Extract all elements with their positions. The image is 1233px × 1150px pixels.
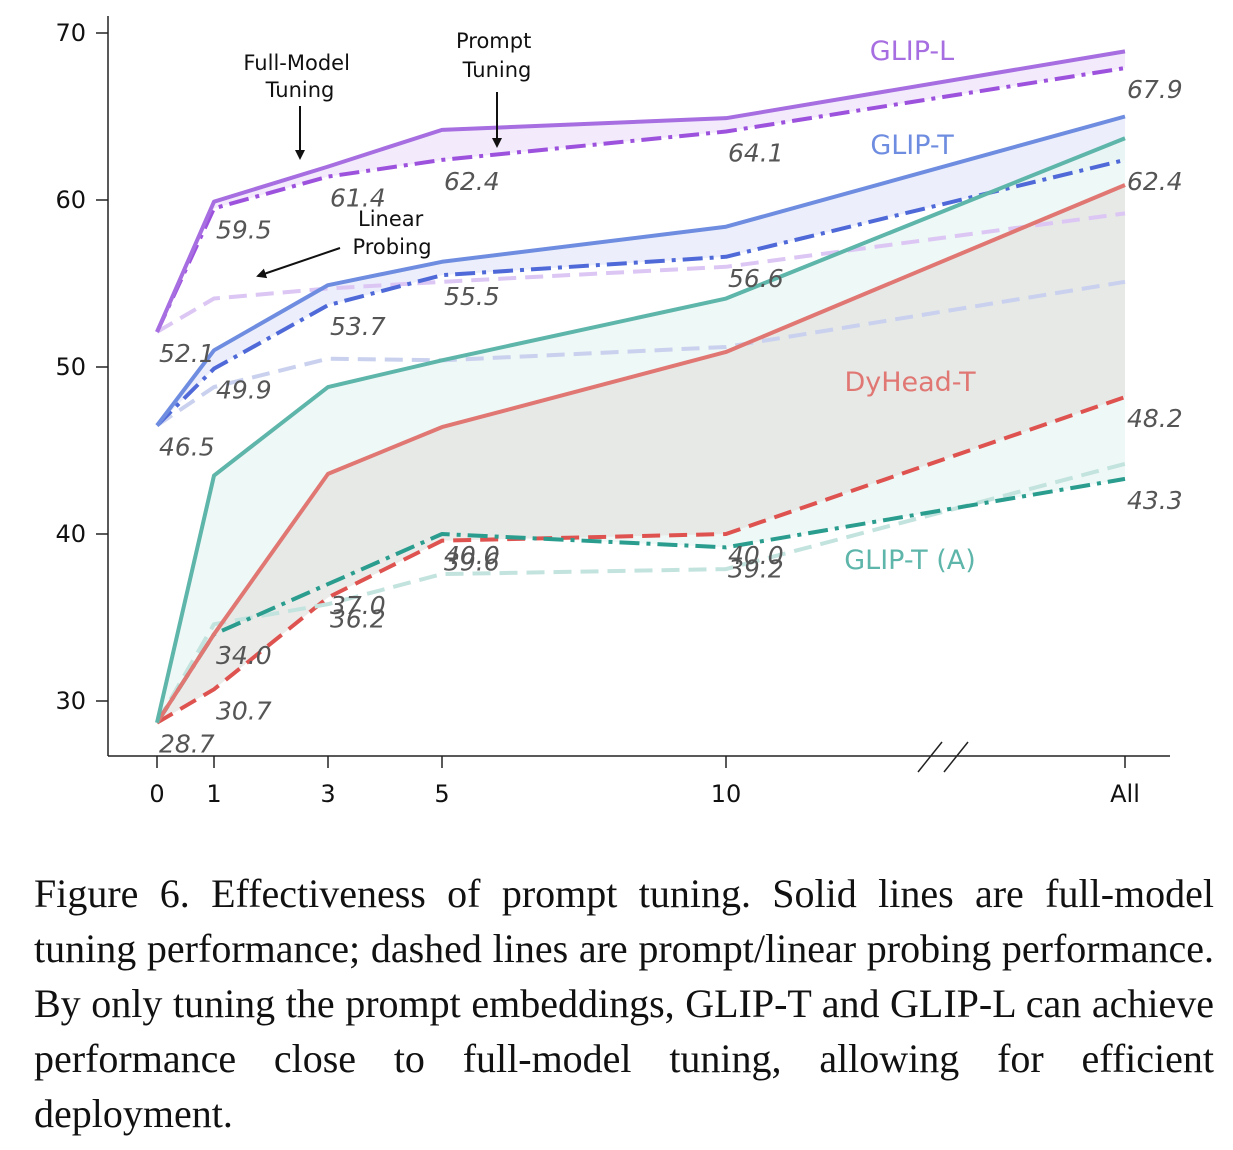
data-label: 39.6: [444, 548, 500, 577]
data-label: 64.1: [728, 139, 784, 168]
annotations: Full-Model Tuning Prompt Tuning Linear P…: [243, 29, 538, 279]
ticks: 30 40 50 60 70 0 1 3 5 10 All: [55, 19, 1139, 808]
data-label: 53.7: [330, 312, 386, 341]
axis-break-mark: [943, 741, 969, 773]
annotation-prompt-tuning: Prompt Tuning: [456, 29, 538, 82]
data-label: 62.4: [444, 167, 500, 196]
data-label: 59.5: [216, 215, 272, 244]
series-line-glipl_prompt: [155, 66, 1126, 333]
series-line-glipta_linear: [155, 461, 1126, 724]
y-tick-label: 40: [55, 520, 86, 548]
annotation-arrow: [256, 247, 341, 279]
data-label: 30.7: [216, 696, 272, 725]
data-label: 61.4: [330, 184, 386, 213]
band-glipl_full: [157, 51, 1125, 332]
y-tick-label: 50: [55, 353, 86, 381]
x-tick-label: All: [1110, 780, 1140, 808]
series-line-dyhead_full: [155, 183, 1126, 724]
band-glipt_full: [157, 116, 1125, 426]
data-labels: 67.9 64.1 62.4 61.4 59.5 52.1 62.4 56.6 55.5 53.7…: [159, 75, 1183, 759]
y-tick-label: 60: [55, 186, 86, 214]
data-label: 40.0: [728, 541, 784, 570]
series-line-glipt_prompt: [155, 157, 1126, 427]
series-line-glipl_linear: [155, 211, 1126, 334]
data-label: 39.2: [728, 554, 784, 583]
series-label-glip-t-a: GLIP-T (A): [844, 545, 976, 576]
data-label: 67.9: [1127, 75, 1183, 104]
annotation-full-model-tuning: Full-Model Tuning: [243, 51, 356, 102]
figure-caption: Figure 6. Effectiveness of prompt tuning…: [34, 871, 1214, 1136]
x-tick-label: 1: [206, 780, 221, 808]
y-tick-label: 70: [55, 19, 86, 47]
series-line-glipt_full: [155, 114, 1126, 427]
x-tick-label: 5: [434, 780, 449, 808]
series-line-glipta_full: [155, 136, 1126, 724]
data-label: 46.5: [159, 432, 215, 461]
series-label-glip-l: GLIP-L: [870, 36, 954, 67]
data-label: 28.7: [159, 730, 215, 759]
series-labels: GLIP-L GLIP-T DyHead-T GLIP-T (A): [844, 36, 976, 576]
prompt-tuning-chart: 30 40 50 60 70 0 1 3 5 10 All 67.9 64.1 62.4 61.4 59.5…: [55, 16, 1183, 808]
data-label: 36.2: [330, 604, 386, 633]
data-label: 40.0: [444, 541, 500, 570]
data-label: 52.1: [159, 339, 215, 368]
data-label: 37.0: [330, 591, 386, 620]
x-tick-label: 10: [711, 780, 742, 808]
x-tick-label: 3: [320, 780, 335, 808]
shaded-bands: [157, 51, 1125, 723]
data-label: 49.9: [216, 376, 272, 405]
series-label-glip-t: GLIP-T: [870, 130, 954, 161]
x-tick-label: 0: [149, 780, 164, 808]
series-line-dyhead_prompt: [155, 395, 1126, 725]
data-label: 43.3: [1127, 486, 1183, 515]
series-line-glipl_full: [155, 49, 1126, 333]
data-label: 34.0: [216, 641, 272, 670]
data-label: 55.5: [444, 282, 500, 311]
series-label-dyhead-t: DyHead-T: [844, 367, 976, 398]
data-label: 62.4: [1127, 167, 1183, 196]
data-label: 56.6: [728, 264, 784, 293]
series-lines: [155, 49, 1126, 725]
axes: [107, 16, 1170, 773]
axis-break-mark: [917, 741, 943, 773]
series-line-glipt_linear: [155, 279, 1126, 428]
data-label: 48.2: [1127, 404, 1183, 433]
annotation-linear-probing: Linear Probing: [352, 207, 431, 259]
y-tick-label: 30: [55, 687, 86, 715]
